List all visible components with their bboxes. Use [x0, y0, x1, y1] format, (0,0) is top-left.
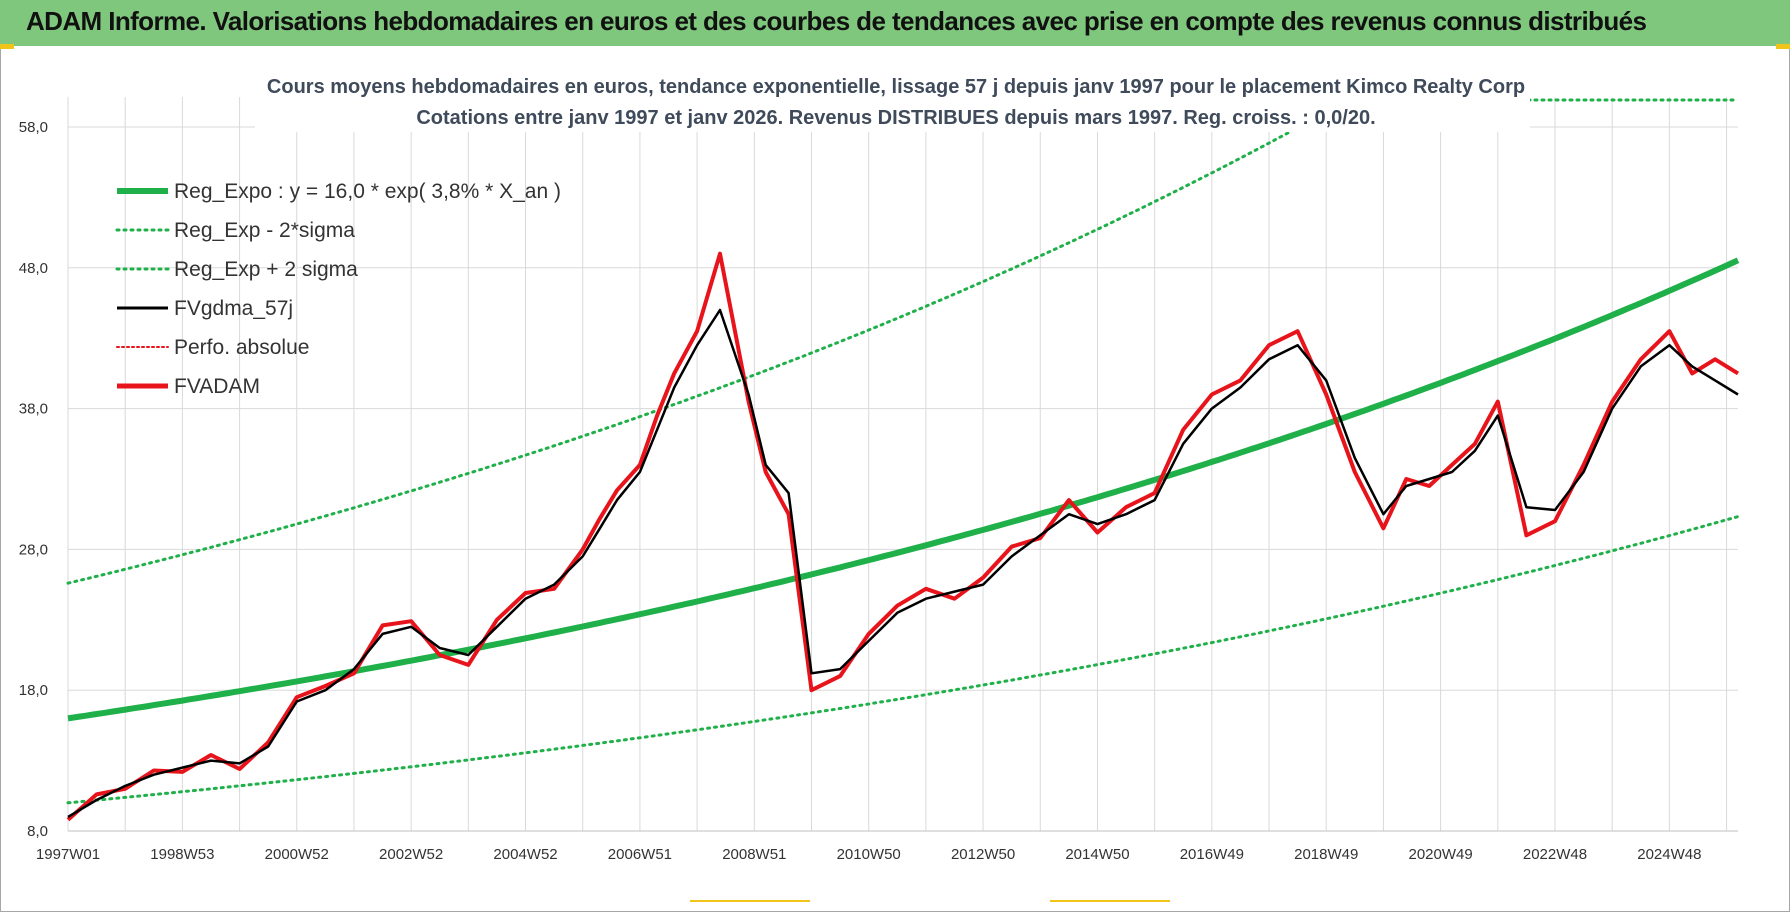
series-reg-exp-minus-2-sigma [66, 515, 1740, 805]
x-tick-label: 2012W50 [951, 846, 1015, 863]
x-axis-ticks: 1997W01 1998W53 2000W52 2002W52 2004W52 2006W… [36, 846, 1702, 863]
y-tick-label: 18,0 [19, 682, 48, 699]
corner-marker-left [0, 44, 14, 49]
chart-subtitle: Cotations entre janv 1997 et janv 2026. … [416, 107, 1375, 129]
chart-title-block: Cours moyens hebdomadaires en euros, ten… [255, 70, 1530, 132]
y-tick-label: 38,0 [19, 401, 48, 418]
legend-label: FVgdma_57j [174, 297, 293, 320]
y-tick-label: 28,0 [19, 541, 48, 558]
title-banner: ADAM Informe. Valorisations hebdomadaire… [0, 0, 1790, 46]
series-reg-expo [67, 257, 1740, 722]
legend-label: Reg_Exp + 2 sigma [174, 258, 358, 281]
x-tick-label: 2018W49 [1294, 846, 1358, 863]
x-tick-label: 2024W48 [1637, 846, 1701, 863]
series-reg-exp-plus-2-sigma [66, 126, 1300, 585]
series-fvgdma-57j [67, 308, 1739, 818]
bottom-marker-1 [690, 900, 810, 902]
legend-label: FVADAM [174, 375, 260, 398]
bottom-marker-2 [1050, 900, 1170, 902]
x-tick-label: 2010W50 [837, 846, 901, 863]
x-tick-label: 2016W49 [1180, 846, 1244, 863]
series-layer [66, 98, 1740, 822]
legend-label: Reg_Expo : y = 16,0 * exp( 3,8% * X_an ) [174, 180, 561, 203]
x-tick-label: 2008W51 [722, 846, 786, 863]
x-tick-label: 2006W51 [608, 846, 672, 863]
x-tick-label: 2020W49 [1408, 846, 1472, 863]
y-axis-ticks: 8,0 18,0 28,0 38,0 48,0 58,0 [19, 119, 48, 840]
x-tick-label: 2022W48 [1523, 846, 1587, 863]
x-tick-label: 2004W52 [493, 846, 557, 863]
legend: Reg_Expo : y = 16,0 * exp( 3,8% * X_an )… [115, 180, 561, 398]
banner-title: ADAM Informe. Valorisations hebdomadaire… [26, 6, 1647, 36]
legend-label: Reg_Exp - 2*sigma [174, 219, 355, 242]
corner-marker-right [1776, 44, 1790, 49]
series-fvadam [66, 251, 1740, 822]
x-tick-label: 1998W53 [150, 846, 214, 863]
x-tick-label: 2000W52 [265, 846, 329, 863]
y-tick-label: 48,0 [19, 260, 48, 277]
x-tick-label: 1997W01 [36, 846, 100, 863]
y-tick-label: 8,0 [27, 823, 48, 840]
chart-title: Cours moyens hebdomadaires en euros, ten… [267, 76, 1525, 98]
x-tick-label: 2014W50 [1065, 846, 1129, 863]
title-background [255, 70, 1530, 132]
legend-label: Perfo. absolue [174, 336, 309, 359]
y-tick-label: 58,0 [19, 119, 48, 136]
grid-layer [67, 97, 1738, 832]
x-tick-label: 2002W52 [379, 846, 443, 863]
